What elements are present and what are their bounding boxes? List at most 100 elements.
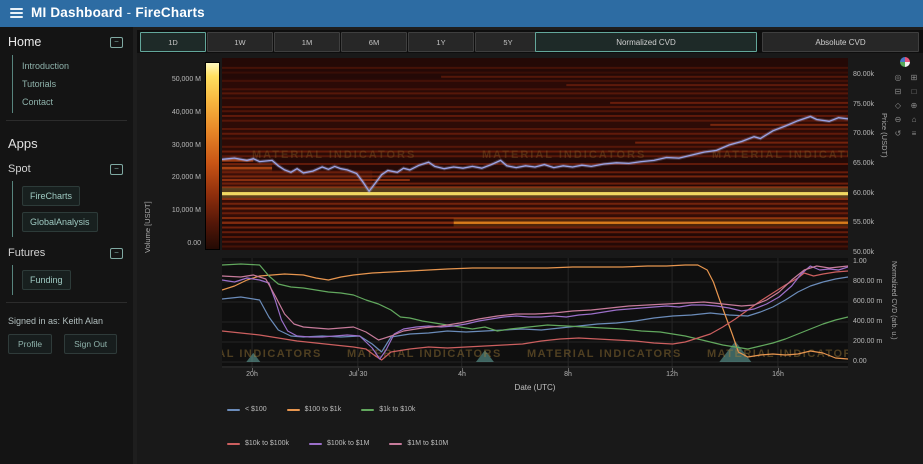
chart-panel: Volume [USDT] 50,000 M 40,000 M 30,000 M… xyxy=(137,53,923,464)
legend-swatch xyxy=(286,408,300,411)
legend-swatch xyxy=(361,408,375,411)
signed-in-text: Signed in as: Keith Alan xyxy=(8,316,104,326)
camera-icon[interactable]: ◎ xyxy=(894,73,902,82)
pan-icon[interactable]: ⊟ xyxy=(894,87,902,96)
sidebar-item-funding[interactable]: Funding xyxy=(22,270,71,290)
cvd-tab-absolute[interactable]: Absolute CVD xyxy=(762,32,919,52)
sidebar-divider xyxy=(6,302,127,303)
x-tick: 20h xyxy=(246,371,258,378)
home-links-group: Introduction Tutorials Contact xyxy=(12,55,133,113)
volume-tick: 10,000 M xyxy=(171,207,201,214)
range-tab-1d[interactable]: 1D xyxy=(140,32,206,52)
zoom-icon[interactable]: ⊞ xyxy=(910,73,918,82)
price-tick: 55.00k xyxy=(853,219,875,226)
cvd-chart-plot[interactable]: MATERIAL INDICATORS MATERIAL INDICATORS MA… xyxy=(167,258,860,368)
legend-label: $10k to $100k xyxy=(245,440,289,447)
cvd-tick: 200.00 m xyxy=(853,338,883,345)
cvd-tab-normalized[interactable]: Normalized CVD xyxy=(535,32,757,52)
title-separator: - xyxy=(126,5,132,20)
section-label-home: Home xyxy=(8,35,42,49)
sidebar-section-futures[interactable]: Futures − xyxy=(0,239,133,263)
price-tick: 65.00k xyxy=(853,160,875,167)
section-label-futures: Futures xyxy=(8,247,46,259)
volume-colorbar xyxy=(205,62,220,250)
cvd-tick: 1.00 xyxy=(853,258,867,265)
svg-text:MATERIAL INDICATORS: MATERIAL INDICATORS xyxy=(252,149,416,161)
svg-text:MATERIAL INDICATORS: MATERIAL INDICATORS xyxy=(347,348,502,360)
autoscale-icon[interactable]: ⌂ xyxy=(911,115,917,124)
sidebar-item-tutorials[interactable]: Tutorials xyxy=(22,79,57,89)
range-tab-1m[interactable]: 1M xyxy=(274,32,340,52)
legend-swatch xyxy=(308,442,322,445)
legend-label: < $100 xyxy=(245,406,267,413)
legend-label: $1M to $10M xyxy=(407,440,449,447)
x-tick: 4h xyxy=(458,371,466,378)
sidebar-section-spot[interactable]: Spot − xyxy=(0,155,133,179)
legend-item[interactable]: $100 to $1k xyxy=(286,406,341,413)
zoom-out-icon[interactable]: ⊖ xyxy=(894,115,902,124)
modebar-icons: ◎ ⊞ ⊟ □ ◇ ⊕ ⊖ ⌂ ↺ ≡ xyxy=(891,73,921,139)
sidebar-item-firecharts[interactable]: FireCharts xyxy=(22,186,81,206)
volume-tick: 20,000 M xyxy=(171,174,201,181)
cvd-axis-label: Normalized CVD (arb. u.) xyxy=(890,261,897,340)
spot-links-group: FireCharts GlobalAnalysis xyxy=(12,181,133,237)
box-select-icon[interactable]: □ xyxy=(911,87,917,96)
price-axis-label: Price (USDT) xyxy=(880,113,889,158)
signout-button[interactable]: Sign Out xyxy=(64,334,118,354)
svg-text:MATERIAL INDICATORS: MATERIAL INDICATORS xyxy=(482,149,646,161)
brand-name: MI Dashboard xyxy=(31,5,123,20)
toggle-spikes-icon[interactable]: ≡ xyxy=(911,129,917,138)
x-tick: 16h xyxy=(772,371,784,378)
plotly-logo-icon[interactable] xyxy=(900,57,910,67)
collapse-icon[interactable]: − xyxy=(110,163,123,175)
svg-text:MATERIAL INDICATORS: MATERIAL INDICATORS xyxy=(222,348,322,360)
x-tick: 12h xyxy=(666,371,678,378)
legend-row-1: < $100 $100 to $1k $1k to $10k xyxy=(227,406,415,413)
app-title: MI Dashboard - FireCharts xyxy=(31,5,205,20)
sidebar-item-introduction[interactable]: Introduction xyxy=(22,61,70,71)
x-tickmark xyxy=(462,368,463,371)
svg-text:MATERIAL INDICATORS: MATERIAL INDICATORS xyxy=(707,348,848,360)
svg-text:MATERIAL INDICATORS: MATERIAL INDICATORS xyxy=(527,348,682,360)
legend-item[interactable]: < $100 xyxy=(227,406,267,413)
sidebar-divider xyxy=(6,120,127,121)
menu-icon[interactable] xyxy=(10,8,23,19)
range-tab-1y[interactable]: 1Y xyxy=(408,32,474,52)
x-tick: Jul 30 xyxy=(348,371,368,378)
range-tab-6m[interactable]: 6M xyxy=(341,32,407,52)
range-tab-1w[interactable]: 1W xyxy=(207,32,273,52)
legend-item[interactable]: $10k to $100k xyxy=(227,440,289,447)
x-tickmark xyxy=(358,368,359,371)
legend-row-2: $10k to $100k $100k to $1M $1M to $10M xyxy=(227,440,448,447)
volume-tick: 0.00 xyxy=(187,240,201,247)
price-heatmap-plot[interactable]: MATERIAL INDICATORS MATERIAL INDICATORS MA… xyxy=(221,58,874,250)
x-tickmark xyxy=(252,368,253,371)
toolbar: 1D 1W 1M 6M 1Y 5Y Normalized CVD Absolut… xyxy=(137,30,923,53)
legend-item[interactable]: $1k to $10k xyxy=(361,406,415,413)
volume-tick: 40,000 M xyxy=(171,109,201,116)
range-tab-5y[interactable]: 5Y xyxy=(475,32,541,52)
sidebar-section-home[interactable]: Home − xyxy=(0,27,133,53)
zoom-in-icon[interactable]: ⊕ xyxy=(910,101,918,110)
sidebar-item-globalanalysis[interactable]: GlobalAnalysis xyxy=(22,212,98,232)
x-tickmark xyxy=(672,368,673,371)
price-tick: 70.00k xyxy=(853,130,875,137)
sidebar-item-contact[interactable]: Contact xyxy=(22,97,54,107)
lasso-icon[interactable]: ◇ xyxy=(894,101,902,110)
legend-label: $100k to $1M xyxy=(326,440,370,447)
collapse-icon[interactable]: − xyxy=(110,247,123,259)
x-tickmark xyxy=(778,368,779,371)
legend-item[interactable]: $1M to $10M xyxy=(389,440,448,447)
page-name: FireCharts xyxy=(135,5,205,20)
profile-button[interactable]: Profile xyxy=(8,334,53,354)
reset-axes-icon[interactable]: ↺ xyxy=(894,129,902,138)
x-tickmark xyxy=(568,368,569,371)
modebar: ◎ ⊞ ⊟ □ ◇ ⊕ ⊖ ⌂ ↺ ≡ xyxy=(891,57,921,139)
legend-item[interactable]: $100k to $1M xyxy=(308,440,370,447)
collapse-icon[interactable]: − xyxy=(110,36,123,48)
sidebar: Home − Introduction Tutorials Contact Ap… xyxy=(0,27,133,464)
legend-swatch xyxy=(227,408,240,411)
legend-label: $1k to $10k xyxy=(379,406,416,413)
price-tick: 60.00k xyxy=(853,190,875,197)
